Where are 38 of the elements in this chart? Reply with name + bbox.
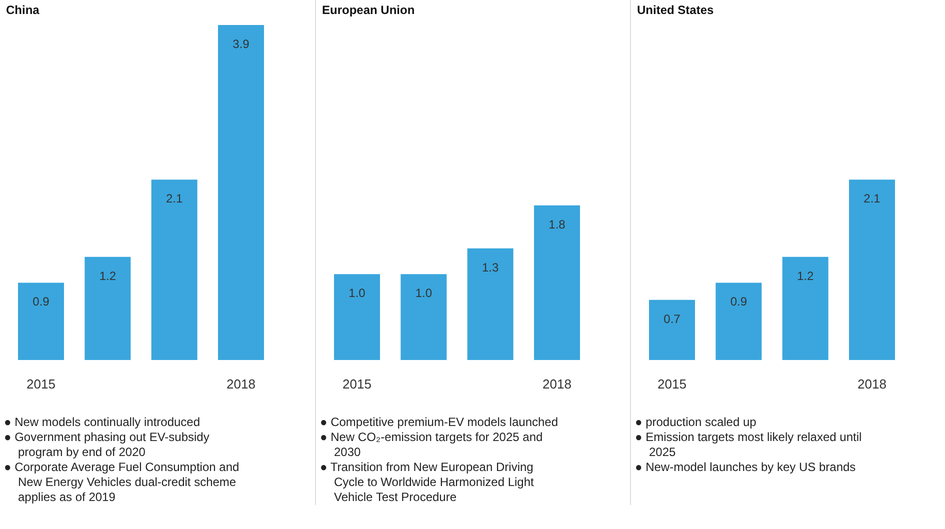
text: ● production scaled up [635, 415, 758, 430]
data-label: 0.9 [730, 294, 748, 309]
text: ● Emission targets most likely relaxed until 2025 [635, 430, 863, 460]
text: ● Government phasing out EV-subsidy program by end of 2020 [4, 430, 210, 460]
data-label: 1.8 [548, 217, 566, 232]
chart-title: European Union [322, 3, 415, 17]
x-tick-label: 2018 [858, 376, 886, 392]
bar [218, 25, 264, 360]
data-label: 2.1 [864, 192, 881, 206]
x-tick-label: 2018 [226, 376, 256, 392]
bar [849, 180, 895, 360]
data-label: 1.3 [482, 260, 499, 274]
bar [716, 282, 762, 360]
data-label: 1.0 [415, 286, 432, 300]
x-tick-label: 2015 [342, 376, 372, 392]
x-tick-label: 2015 [658, 376, 686, 392]
text: ● Transition from New European Driving Cycle to Worldwide Harmonized Light Vehicle Test Procedure [320, 460, 535, 505]
data-label: 1.2 [796, 268, 814, 283]
bar [151, 180, 198, 360]
chart-title: United States [637, 3, 714, 17]
bar [84, 256, 131, 360]
text: ● New CO₂-emission targets for 2025 and 2030 [320, 430, 544, 460]
bar [18, 282, 64, 360]
text: ● Competitive premium-EV models launched [320, 415, 560, 430]
data-label: 3.9 [232, 37, 250, 51]
text: ● New-model launches by key US brands [635, 460, 857, 475]
bar [782, 256, 828, 360]
data-label: 2.1 [166, 192, 183, 206]
data-label: 0.7 [664, 312, 681, 326]
bar [649, 300, 695, 360]
text: ● Corporate Average Fuel Consumption and New Energy Vehicles dual-credit scheme applies as of 2019 [4, 460, 240, 505]
data-label: 0.9 [32, 294, 50, 309]
data-label: 1.0 [348, 286, 366, 300]
data-label: 1.2 [99, 268, 116, 283]
x-tick-label: 2018 [542, 376, 572, 392]
chart-title: China [6, 3, 40, 17]
x-tick-label: 2015 [26, 376, 56, 392]
text: ● New models continually introduced [4, 415, 202, 430]
